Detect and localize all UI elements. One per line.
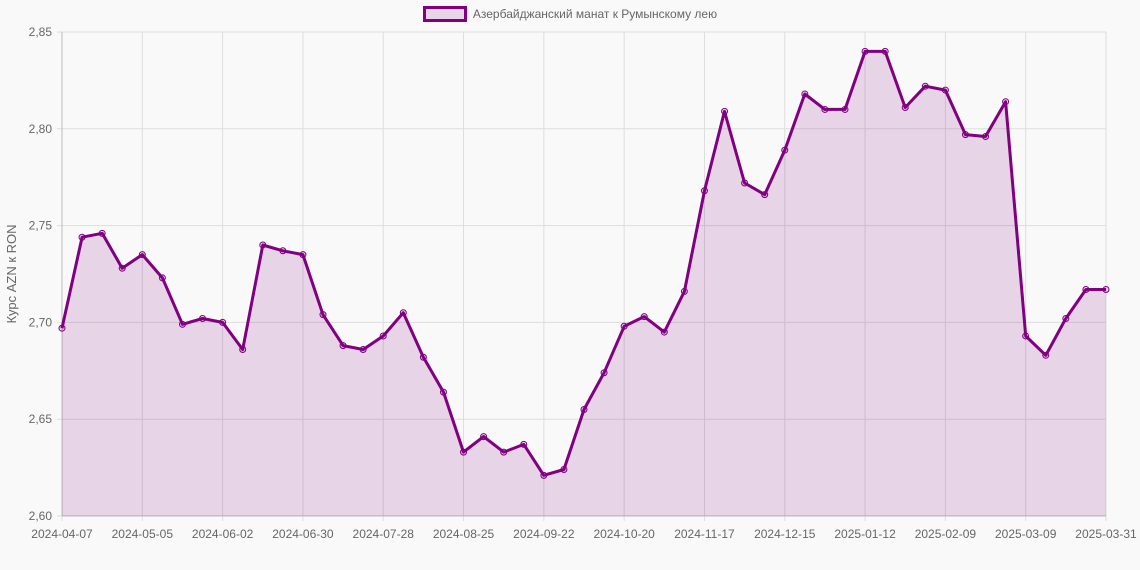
data-point[interactable] xyxy=(741,179,749,187)
data-point[interactable] xyxy=(580,406,588,414)
data-points[interactable] xyxy=(58,47,1110,479)
data-point[interactable] xyxy=(1042,351,1050,359)
y-tick-label: 2,60 xyxy=(29,509,53,523)
data-point[interactable] xyxy=(660,328,668,336)
data-point[interactable] xyxy=(439,388,447,396)
data-point[interactable] xyxy=(379,332,387,340)
x-tick-label: 2024-06-02 xyxy=(192,527,254,541)
data-point[interactable] xyxy=(620,322,628,330)
data-point[interactable] xyxy=(199,315,207,323)
data-point[interactable] xyxy=(178,320,186,328)
y-tick-label: 2,75 xyxy=(29,219,53,233)
x-tick-label: 2025-03-31 xyxy=(1075,527,1137,541)
data-point[interactable] xyxy=(1062,315,1070,323)
data-point[interactable] xyxy=(901,104,909,112)
x-tick-label: 2024-10-20 xyxy=(593,527,655,541)
data-point[interactable] xyxy=(259,241,267,249)
data-point[interactable] xyxy=(1002,98,1010,106)
data-point[interactable] xyxy=(982,133,990,141)
data-point[interactable] xyxy=(419,353,427,361)
data-point[interactable] xyxy=(339,342,347,350)
x-tick-label: 2024-06-30 xyxy=(272,527,334,541)
data-point[interactable] xyxy=(540,471,548,479)
x-tick-label: 2024-09-22 xyxy=(513,527,575,541)
data-point[interactable] xyxy=(700,187,708,195)
x-tick-label: 2025-02-09 xyxy=(915,527,977,541)
data-point[interactable] xyxy=(359,346,367,354)
y-axis: 2,60 2,65 2,70 2,75 2,80 2,85 xyxy=(29,25,53,523)
data-point[interactable] xyxy=(881,47,889,55)
x-tick-label: 2024-11-17 xyxy=(674,527,735,541)
x-tick-label: 2024-08-25 xyxy=(433,527,495,541)
legend[interactable]: Азербайджанский манат к Румынскому лею xyxy=(0,6,1140,22)
data-point[interactable] xyxy=(600,369,608,377)
data-point[interactable] xyxy=(1022,332,1030,340)
x-tick-label: 2024-04-07 xyxy=(31,527,93,541)
data-point[interactable] xyxy=(78,233,86,241)
data-point[interactable] xyxy=(721,107,729,115)
data-point[interactable] xyxy=(761,191,769,199)
data-point[interactable] xyxy=(921,82,929,90)
data-point[interactable] xyxy=(279,247,287,255)
y-tick-label: 2,70 xyxy=(29,315,53,329)
x-tick-label: 2024-05-05 xyxy=(112,527,174,541)
data-point[interactable] xyxy=(1102,285,1110,293)
x-tick-label: 2024-12-15 xyxy=(754,527,816,541)
data-point[interactable] xyxy=(239,346,247,354)
data-point[interactable] xyxy=(480,433,488,441)
data-point[interactable] xyxy=(680,287,688,295)
grid-lines xyxy=(57,31,1107,521)
x-axis: 2024-04-07 2024-05-05 2024-06-02 2024-06-30… xyxy=(31,527,1137,541)
y-axis-title: Курс AZN к RON xyxy=(4,224,19,323)
x-tick-label: 2024-07-28 xyxy=(353,527,415,541)
data-point[interactable] xyxy=(941,86,949,94)
data-point[interactable] xyxy=(520,440,528,448)
data-point[interactable] xyxy=(219,318,227,326)
y-tick-label: 2,65 xyxy=(29,412,53,426)
data-point[interactable] xyxy=(58,324,66,332)
x-tick-label: 2025-01-12 xyxy=(834,527,896,541)
data-point[interactable] xyxy=(118,264,126,272)
data-point[interactable] xyxy=(801,90,809,98)
data-point[interactable] xyxy=(399,309,407,317)
area-fill xyxy=(62,51,1106,517)
data-point[interactable] xyxy=(821,105,829,113)
data-point[interactable] xyxy=(500,448,508,456)
data-point[interactable] xyxy=(861,47,869,55)
data-point[interactable] xyxy=(640,313,648,321)
y-tick-label: 2,80 xyxy=(29,122,53,136)
data-point[interactable] xyxy=(158,274,166,282)
legend-label[interactable]: Азербайджанский манат к Румынскому лею xyxy=(472,7,718,21)
data-point[interactable] xyxy=(299,251,307,259)
data-point[interactable] xyxy=(460,448,468,456)
data-point[interactable] xyxy=(841,105,849,113)
data-point[interactable] xyxy=(560,466,568,474)
x-tick-label: 2025-03-09 xyxy=(995,527,1057,541)
data-point[interactable] xyxy=(319,311,327,319)
data-line xyxy=(60,49,1106,477)
data-point[interactable] xyxy=(961,131,969,139)
data-point[interactable] xyxy=(138,251,146,259)
data-point[interactable] xyxy=(1082,285,1090,293)
legend-swatch[interactable] xyxy=(422,6,467,22)
data-point[interactable] xyxy=(781,146,789,154)
y-tick-label: 2,85 xyxy=(29,25,53,39)
data-point[interactable] xyxy=(98,229,106,237)
